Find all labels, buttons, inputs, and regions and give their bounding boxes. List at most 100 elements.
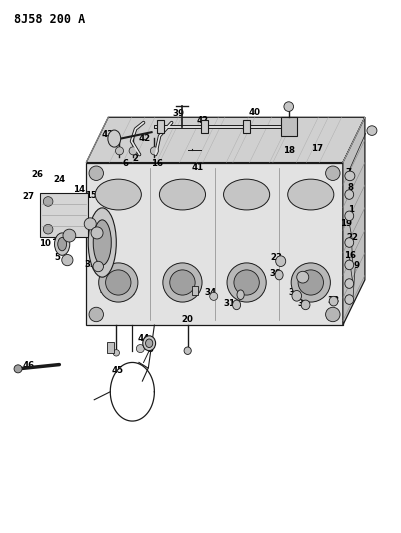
Circle shape — [43, 197, 53, 206]
Ellipse shape — [99, 263, 138, 302]
Ellipse shape — [88, 208, 116, 277]
Text: 29: 29 — [115, 288, 127, 296]
Text: 8J58 200 A: 8J58 200 A — [14, 13, 85, 26]
Ellipse shape — [276, 256, 286, 266]
Ellipse shape — [58, 237, 67, 251]
Text: 17: 17 — [312, 144, 324, 152]
Ellipse shape — [301, 300, 310, 310]
Ellipse shape — [297, 271, 309, 283]
Ellipse shape — [184, 347, 191, 354]
Text: 24: 24 — [53, 175, 65, 184]
Polygon shape — [343, 117, 365, 325]
Bar — [107, 342, 114, 353]
Ellipse shape — [95, 179, 141, 210]
Text: 16: 16 — [344, 251, 356, 260]
Ellipse shape — [345, 190, 354, 199]
Bar — [40, 193, 88, 237]
Ellipse shape — [298, 270, 324, 295]
Text: 27: 27 — [23, 192, 35, 201]
Text: 46: 46 — [23, 361, 35, 370]
Ellipse shape — [143, 336, 156, 351]
Ellipse shape — [345, 238, 354, 247]
Text: 44: 44 — [138, 335, 150, 343]
Ellipse shape — [292, 290, 302, 301]
Circle shape — [89, 307, 103, 322]
Bar — [192, 286, 198, 295]
Circle shape — [129, 147, 137, 155]
Text: 9: 9 — [353, 261, 359, 270]
Text: 6: 6 — [122, 159, 128, 167]
Ellipse shape — [233, 300, 241, 310]
Text: 28: 28 — [99, 286, 111, 295]
Circle shape — [115, 147, 124, 155]
Circle shape — [14, 365, 22, 373]
Ellipse shape — [227, 263, 266, 302]
Ellipse shape — [288, 179, 334, 210]
Text: 13: 13 — [84, 223, 96, 231]
Polygon shape — [86, 163, 343, 325]
Circle shape — [326, 307, 340, 322]
Text: 22: 22 — [346, 233, 358, 241]
Text: 15: 15 — [85, 191, 97, 200]
Circle shape — [326, 166, 340, 181]
Text: 18: 18 — [283, 146, 295, 155]
Text: 25: 25 — [51, 206, 63, 214]
Text: 42: 42 — [138, 134, 150, 143]
Circle shape — [113, 350, 119, 356]
Bar — [201, 120, 208, 133]
Circle shape — [150, 147, 158, 155]
Text: 7: 7 — [346, 168, 352, 177]
Circle shape — [91, 227, 103, 239]
Circle shape — [136, 344, 144, 353]
Ellipse shape — [55, 233, 70, 255]
Ellipse shape — [329, 296, 338, 306]
Text: 40: 40 — [249, 109, 261, 117]
Text: 37: 37 — [298, 300, 310, 308]
Circle shape — [210, 292, 218, 301]
Text: 5: 5 — [55, 254, 60, 262]
Ellipse shape — [93, 220, 111, 265]
Text: 39: 39 — [172, 109, 184, 118]
Circle shape — [43, 224, 53, 234]
Text: 2: 2 — [133, 154, 138, 163]
Ellipse shape — [345, 279, 354, 288]
Ellipse shape — [345, 260, 354, 270]
Text: 14: 14 — [73, 185, 85, 193]
Text: 26: 26 — [31, 170, 43, 179]
Text: 16: 16 — [151, 159, 163, 168]
Text: 42: 42 — [196, 117, 209, 125]
Bar — [157, 120, 164, 133]
Ellipse shape — [345, 211, 354, 221]
Text: 38: 38 — [328, 296, 340, 305]
Ellipse shape — [345, 295, 354, 304]
Text: 19: 19 — [340, 219, 352, 228]
Ellipse shape — [367, 126, 377, 135]
Text: 31: 31 — [223, 300, 235, 308]
Text: 2: 2 — [128, 288, 134, 296]
Text: 12: 12 — [71, 214, 83, 222]
Ellipse shape — [345, 171, 355, 181]
Ellipse shape — [237, 290, 244, 300]
Ellipse shape — [275, 270, 283, 280]
Ellipse shape — [170, 270, 195, 295]
Circle shape — [284, 102, 294, 111]
Text: 10: 10 — [39, 239, 51, 248]
Text: 21: 21 — [103, 274, 115, 282]
Text: 41: 41 — [191, 164, 203, 172]
Ellipse shape — [146, 339, 153, 348]
Circle shape — [63, 229, 76, 242]
Circle shape — [84, 218, 96, 230]
Text: 4: 4 — [190, 288, 196, 296]
Ellipse shape — [291, 263, 330, 302]
Polygon shape — [86, 117, 365, 163]
Ellipse shape — [108, 130, 121, 147]
Text: 45: 45 — [111, 367, 123, 375]
Text: 1: 1 — [348, 205, 354, 214]
Ellipse shape — [163, 263, 202, 302]
Text: 8: 8 — [348, 183, 354, 191]
Text: 30: 30 — [270, 269, 282, 278]
Text: 33: 33 — [84, 261, 96, 269]
Bar — [281, 117, 297, 136]
Text: 23: 23 — [270, 254, 282, 262]
Circle shape — [62, 254, 73, 266]
